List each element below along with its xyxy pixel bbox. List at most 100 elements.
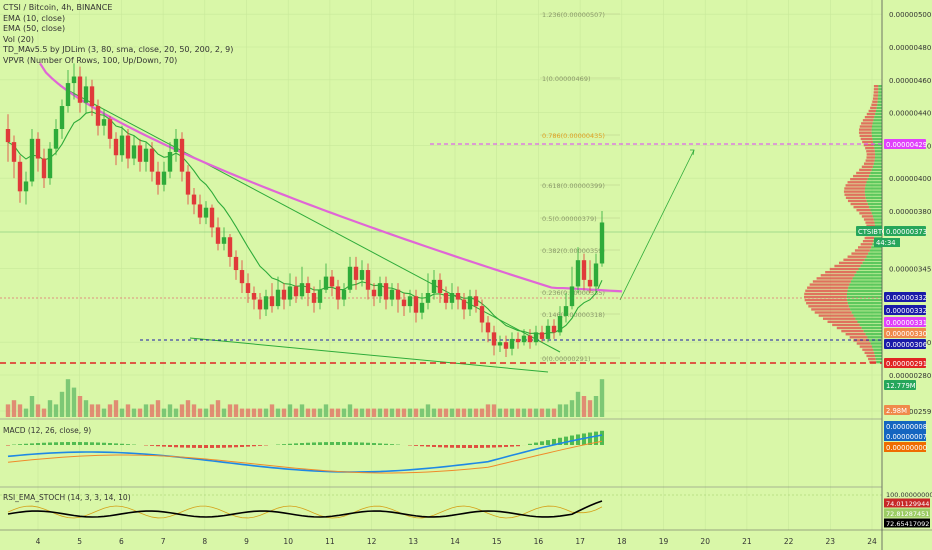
vpvr-up	[866, 255, 882, 258]
x-tick-label: 20	[700, 537, 710, 546]
price-badge	[884, 139, 926, 149]
volume-bar	[521, 408, 527, 417]
volume-bar	[329, 408, 335, 417]
volume-bar	[161, 408, 167, 417]
volume-bar	[71, 387, 77, 417]
macd-histogram-bar	[600, 430, 604, 445]
macd-histogram-bar	[468, 445, 472, 448]
vpvr-up	[878, 88, 882, 91]
volume-bar	[515, 408, 521, 417]
candle-body	[515, 338, 521, 343]
vpvr-up	[871, 134, 882, 137]
volume-bar	[41, 408, 47, 417]
vpvr-up	[877, 103, 882, 106]
vpvr-up	[853, 314, 882, 317]
macd-histogram-bar	[210, 445, 214, 448]
rsi-badge	[884, 508, 930, 518]
candle-body	[377, 283, 383, 297]
volume-bar	[269, 404, 275, 417]
vpvr-down	[862, 240, 874, 243]
macd-histogram-bar	[414, 445, 418, 446]
vpvr-up	[867, 178, 882, 181]
vpvr-down	[868, 109, 876, 113]
macd-histogram-bar	[54, 442, 58, 445]
vpvr-down	[864, 236, 875, 240]
macd-histogram-bar	[66, 442, 70, 445]
volume-bar	[449, 408, 455, 417]
volume-bar	[305, 408, 311, 417]
vpvr-down	[818, 314, 854, 317]
volume-bar	[335, 408, 341, 417]
vpvr-up	[875, 357, 882, 361]
vpvr-down	[847, 255, 867, 258]
vpvr-down	[827, 320, 858, 323]
macd-histogram-bar	[228, 445, 232, 448]
vpvr-down	[864, 351, 875, 354]
macd-histogram-bar	[528, 443, 532, 445]
vpvr-up	[876, 360, 882, 364]
y-tick-label: 0.00000500	[889, 11, 931, 19]
x-tick-label: 5	[77, 537, 82, 546]
macd-histogram-bar	[30, 443, 34, 445]
macd-histogram-bar	[192, 445, 196, 448]
vpvr-up	[871, 345, 882, 348]
vpvr-up	[875, 109, 882, 113]
vpvr-up	[870, 342, 882, 345]
vpvr-up	[865, 196, 882, 199]
vpvr-up	[870, 171, 882, 175]
volume-bar	[95, 404, 101, 417]
vpvr-up	[868, 174, 882, 178]
candle-body	[341, 289, 347, 300]
volume-bar	[167, 404, 173, 417]
vpvr-down	[847, 181, 867, 184]
vpvr-down	[861, 215, 873, 218]
vpvr-down	[841, 329, 864, 333]
vpvr-up	[869, 339, 882, 342]
vpvr-up	[870, 209, 882, 212]
countdown-badge	[874, 238, 900, 247]
volume-bar	[359, 408, 365, 417]
macd-histogram-bar	[312, 442, 316, 445]
macd-histogram-bar	[588, 432, 592, 445]
macd-histogram-bar	[186, 445, 190, 448]
price-badge	[884, 339, 926, 349]
volume-bar	[83, 400, 89, 417]
macd-histogram-bar	[546, 440, 550, 445]
candle-body	[533, 332, 539, 343]
candle-body	[329, 276, 335, 287]
candle-body	[431, 279, 437, 293]
rsi-badge	[884, 498, 930, 508]
candle-body	[353, 266, 359, 280]
vpvr-down	[822, 317, 856, 320]
volume-bar	[311, 408, 317, 417]
vpvr-down	[816, 277, 853, 280]
candle-body	[239, 270, 245, 284]
vpvr-down	[807, 286, 849, 289]
price-badge-label: 0.00000429	[886, 141, 927, 149]
descending-trendline	[59, 85, 561, 353]
volume-bar	[299, 404, 305, 417]
x-tick-label: 24	[867, 537, 877, 546]
macd-histogram-bar	[498, 445, 502, 448]
candle-body	[41, 158, 47, 179]
vpvr-down	[863, 218, 874, 221]
candle-body	[167, 151, 173, 172]
vpvr-up	[852, 277, 882, 280]
macd-histogram-bar	[594, 431, 598, 445]
macd-histogram-bar	[348, 442, 352, 445]
volume-bar	[65, 379, 71, 417]
volume-bar	[377, 408, 383, 417]
candle-body	[251, 293, 257, 300]
volume-bar	[221, 408, 227, 417]
vpvr-up	[877, 97, 882, 100]
vpvr-up	[875, 153, 882, 156]
candle-body	[95, 106, 101, 126]
support-trendline	[189, 337, 549, 373]
macd-histogram-bar	[366, 442, 370, 445]
candle-body	[491, 332, 497, 346]
vpvr-down	[806, 302, 848, 305]
x-tick-label: 17	[575, 537, 585, 546]
vpvr-down	[859, 125, 872, 128]
vpvr-down	[805, 289, 848, 292]
